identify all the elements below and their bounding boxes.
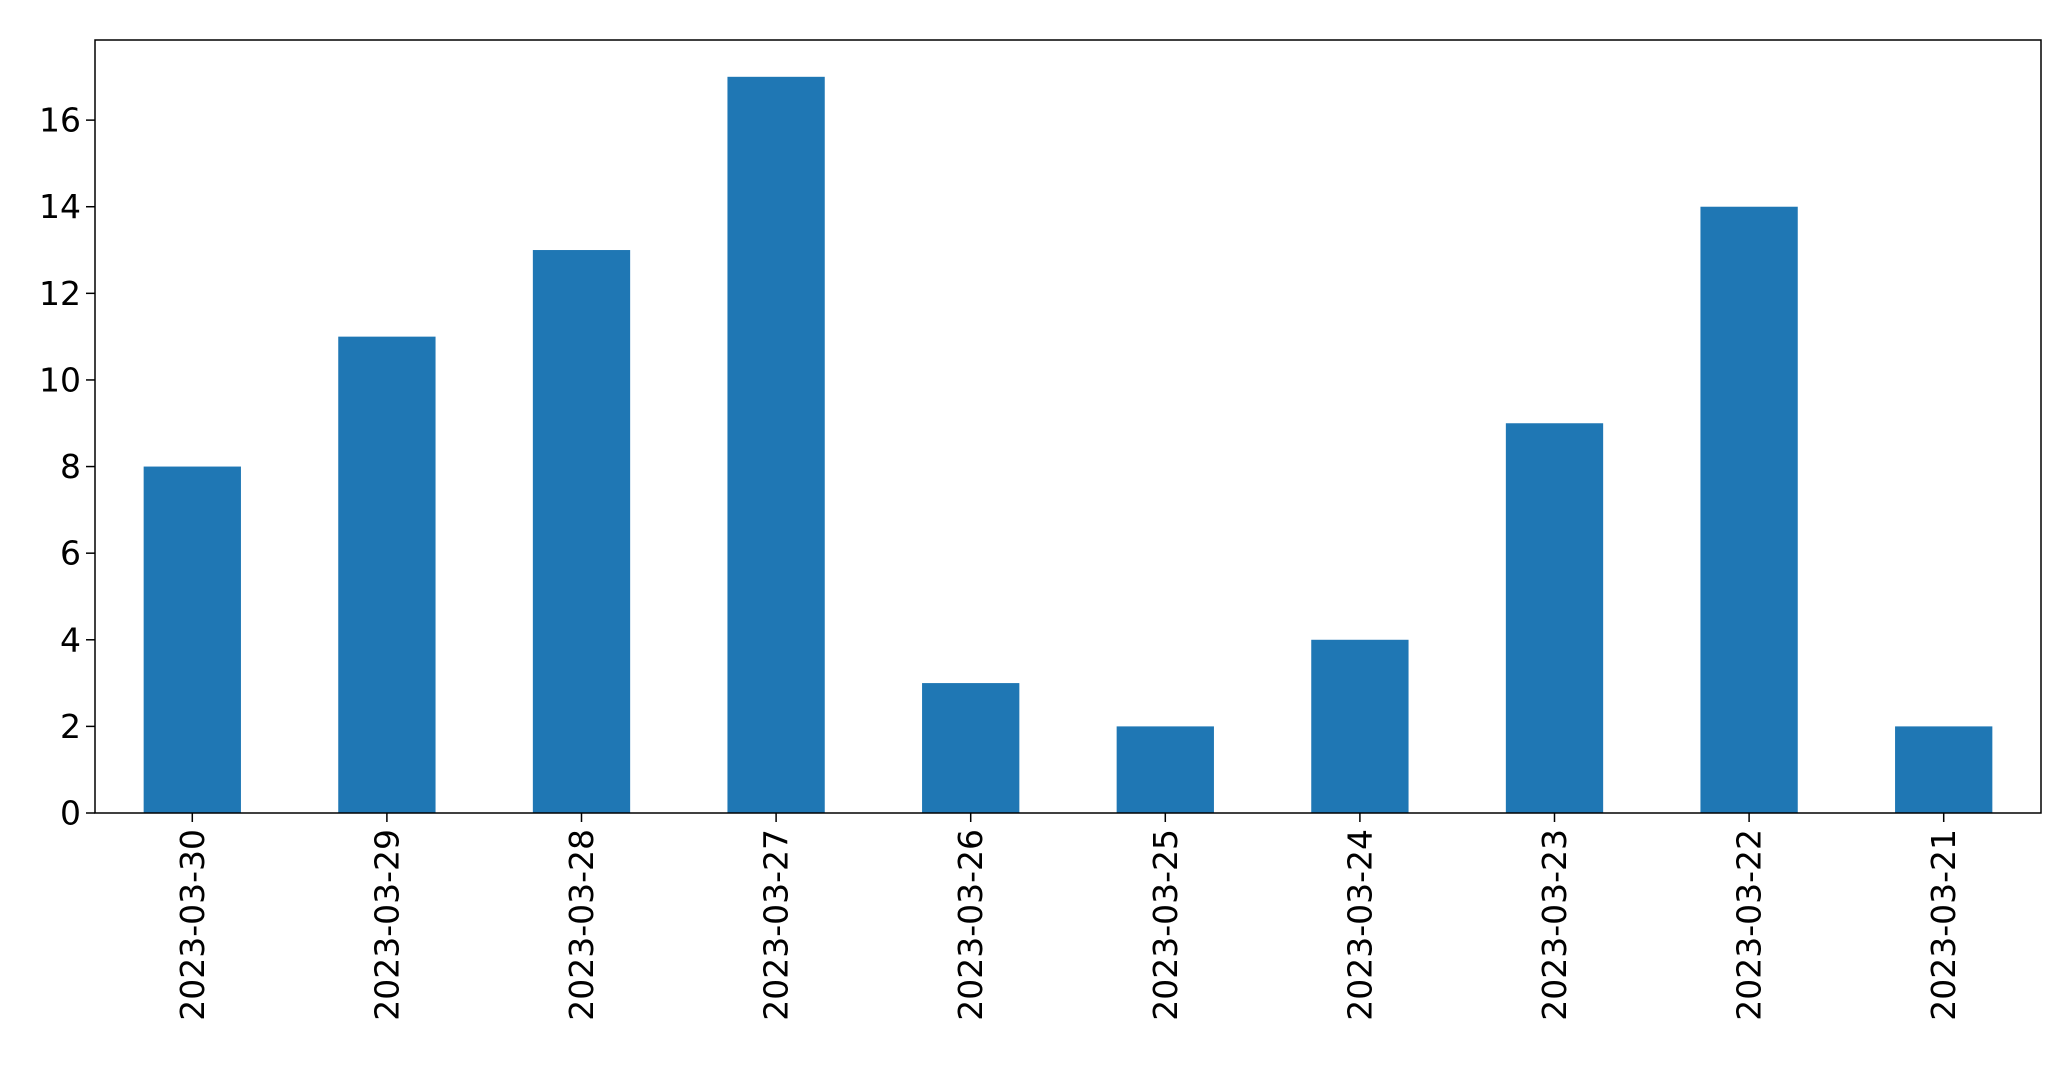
bar-2023-03-30 xyxy=(143,466,241,813)
x-tick-label: 2023-03-29 xyxy=(367,829,406,1021)
x-tick-label: 2023-03-22 xyxy=(1730,829,1769,1021)
x-tick-label: 2023-03-25 xyxy=(1146,829,1185,1021)
y-tick-label: 0 xyxy=(60,794,81,833)
x-tick-label: 2023-03-23 xyxy=(1535,829,1574,1021)
bar-2023-03-28 xyxy=(532,250,631,813)
x-tick-label: 2023-03-21 xyxy=(1924,829,1963,1021)
bar-2023-03-27 xyxy=(727,76,825,814)
axes-layer: 0 2 4 6 8 10 12 14 16 2023-03-30 2023-03-29 2023-03… xyxy=(39,39,2042,1021)
x-tick-label: 2023-03-28 xyxy=(562,829,601,1021)
y-tick-label: 14 xyxy=(39,187,81,226)
bar-2023-03-25 xyxy=(1116,726,1214,813)
bars-layer xyxy=(143,76,1993,814)
x-tick-label: 2023-03-30 xyxy=(173,829,212,1021)
y-tick-label: 8 xyxy=(60,447,81,486)
bar-2023-03-22 xyxy=(1700,206,1798,814)
y-tick-label: 16 xyxy=(39,101,81,140)
y-tick-label: 10 xyxy=(39,360,81,399)
bar-2023-03-29 xyxy=(338,336,436,813)
bar-2023-03-24 xyxy=(1311,639,1409,813)
y-tick-label: 12 xyxy=(39,274,81,313)
y-tick-label: 6 xyxy=(60,534,81,573)
x-tick-label: 2023-03-24 xyxy=(1340,829,1379,1021)
bar-2023-03-21 xyxy=(1895,726,1993,813)
y-tick-label: 4 xyxy=(60,620,81,659)
bar-2023-03-23 xyxy=(1505,423,1604,813)
plot-frame xyxy=(94,39,2042,814)
x-tick-label: 2023-03-27 xyxy=(757,829,796,1021)
bar-2023-03-26 xyxy=(922,683,1020,813)
x-tick-label: 2023-03-26 xyxy=(951,829,990,1021)
y-tick-label: 2 xyxy=(60,707,81,746)
